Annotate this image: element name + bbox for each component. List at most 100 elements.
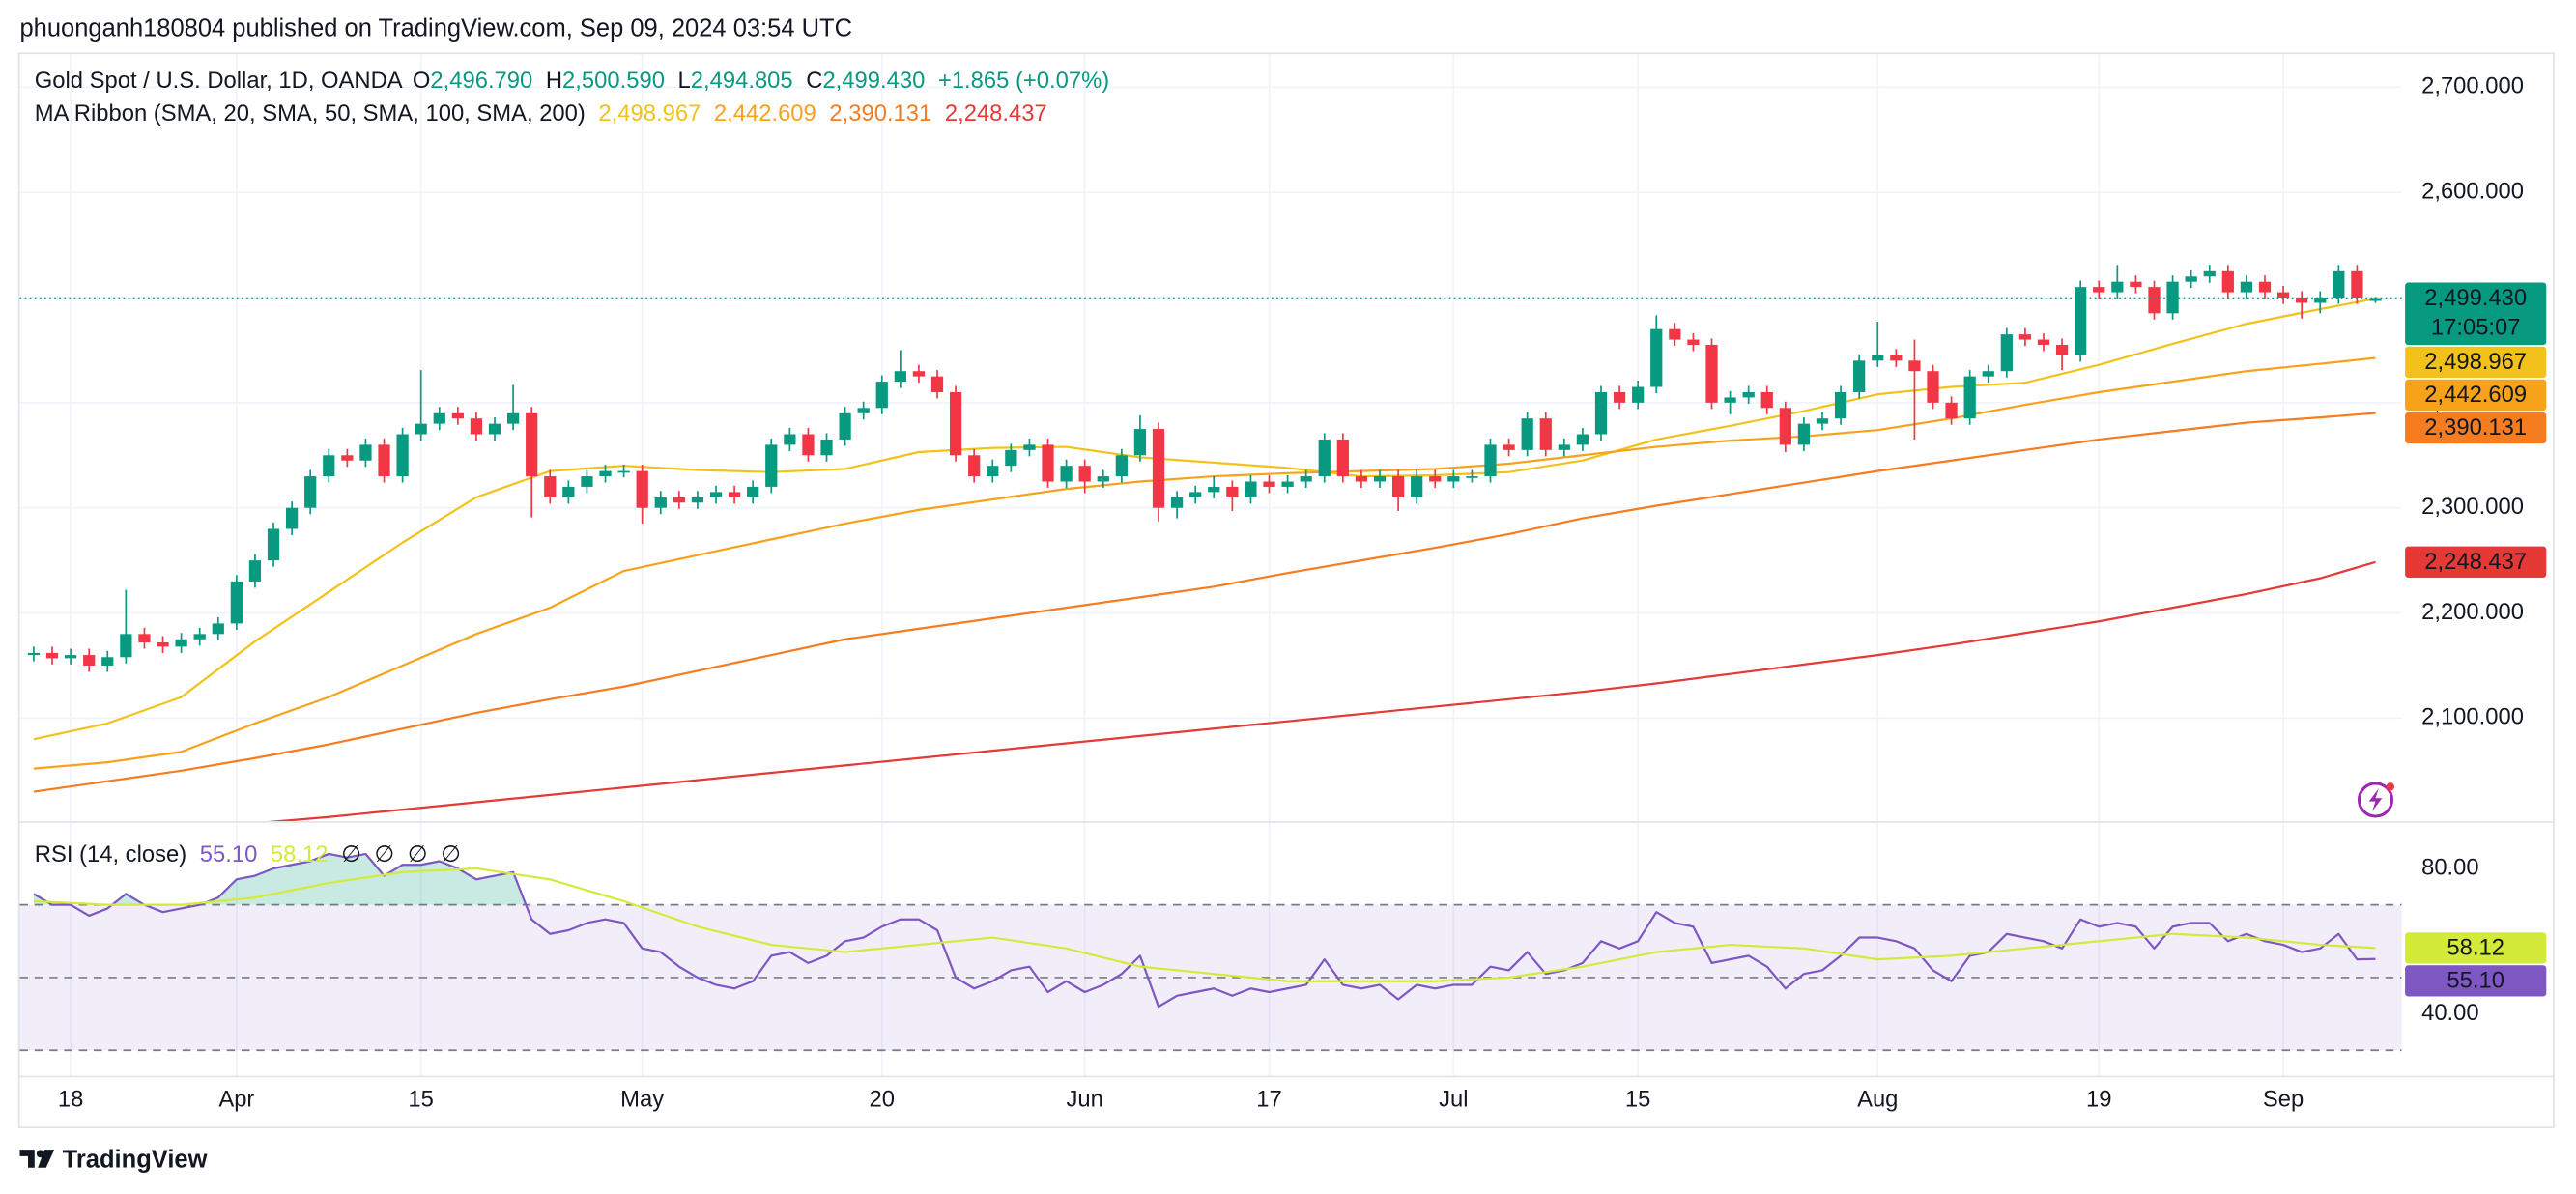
candle-body [488,423,501,435]
rsi-line [33,867,2376,982]
candle-body [2075,287,2087,355]
candle-body [765,444,778,487]
price-tag [2405,412,2547,444]
moving-average-line [33,412,2376,793]
rsi-na: ∅ [374,841,394,867]
ohlc-value: 2,500.590 [562,68,665,94]
x-tick-label: Jul [1439,1086,1468,1112]
candle-body [617,470,630,473]
rsi-plot [19,852,2402,1052]
ma-legend: MA Ribbon (SMA, 20, SMA, 50, SMA, 100, S… [35,100,1047,127]
candle-body [1908,360,1921,372]
candle-body [341,455,354,461]
symbol-legend: Gold Spot / U.S. Dollar, 1D, OANDA O2,496… [35,68,1109,94]
rsi-na: ∅ [408,841,428,867]
rsi-na: ∅ [341,841,361,867]
candle-body [987,466,999,477]
candle-body [248,560,262,582]
candle-body [526,412,538,477]
candle-body [728,492,741,498]
chart-frame [17,52,2555,1128]
candle-body [2333,270,2345,298]
candle-body [2203,270,2216,277]
candle-body [378,444,390,477]
candle-body [138,634,151,643]
y-tick-label: 2,600.000 [2421,178,2524,204]
candle-body [1779,408,1791,445]
price-tag-label: 2,248.437 [2424,549,2527,575]
candle-body [857,408,870,413]
candle-body [83,655,96,666]
candle-body [433,412,445,424]
candle-body [193,634,206,640]
candle-body [2369,298,2382,301]
candle-body [120,634,132,658]
candle-body [64,655,77,659]
candle-body [1632,386,1645,403]
candle-body [506,412,520,424]
candle-body [2111,281,2124,293]
candle-body [968,455,981,477]
ma-value: 2,390.131 [829,100,931,127]
candle-body [1042,444,1054,482]
price-tag-label: 17:05:07 [2431,314,2521,340]
x-tick-label: Sep [2263,1086,2304,1112]
ma-value: 2,442.609 [714,100,816,127]
x-tick-label: Jun [1066,1086,1102,1112]
x-tick-label: 18 [58,1086,83,1112]
candle-body [912,371,926,377]
candle-body [894,371,906,383]
candle-body [323,455,335,477]
candle-body [1742,391,1755,398]
ma-title: MA Ribbon (SMA, 20, SMA, 50, SMA, 100, S… [35,100,586,127]
candle-body [709,492,723,498]
price-tag-label: 2,498.967 [2424,349,2527,375]
candle-body [2093,287,2105,293]
overbought-fill [33,853,527,905]
moving-average-line [267,560,2376,822]
candle-body [1521,418,1533,450]
candle-body [1336,439,1349,477]
candle-body [1208,486,1220,493]
candle-body [1503,444,1515,450]
x-tick-label: May [620,1086,664,1112]
candle-body [1115,455,1128,477]
candle-body [1816,418,1829,424]
candle-body [930,376,944,392]
ma-value: 2,498.967 [598,100,701,127]
candle-body [1890,355,1903,361]
alert-icon[interactable] [2357,782,2395,818]
x-tick-label: Apr [218,1086,254,1112]
candle-body [396,434,409,477]
price-tag [2405,379,2547,412]
candle-body [230,581,243,624]
candle-body [1245,481,1257,498]
footer-brand: TradingView [63,1147,208,1174]
candle-body [157,642,169,647]
candle-body [1300,476,1312,482]
candle-body [802,434,815,456]
candle-body [1318,439,1331,477]
candle-body [2055,344,2069,355]
x-tick-label: 15 [1625,1086,1650,1112]
candle-body [2185,276,2197,282]
candle-body [1834,391,1847,419]
ohlc-value: 2,494.805 [691,68,793,94]
candle-body [1447,476,1460,482]
rsi-value: 58.12 [271,841,329,867]
rsi-title: RSI (14, close) [35,841,186,867]
ma-value: 2,248.437 [945,100,1047,127]
price-plot [27,265,2382,822]
candle-body [1576,434,1589,445]
candle-body [636,470,648,508]
price-tag-label: 2,390.131 [2424,414,2527,441]
rsi-na: ∅ [441,841,461,867]
candle-body [1927,371,1939,403]
ohlc-key: C [806,68,822,94]
moving-average-line [33,298,2376,741]
candle-body [1872,355,1884,361]
candle-body [820,439,833,456]
candle-body [470,418,483,435]
